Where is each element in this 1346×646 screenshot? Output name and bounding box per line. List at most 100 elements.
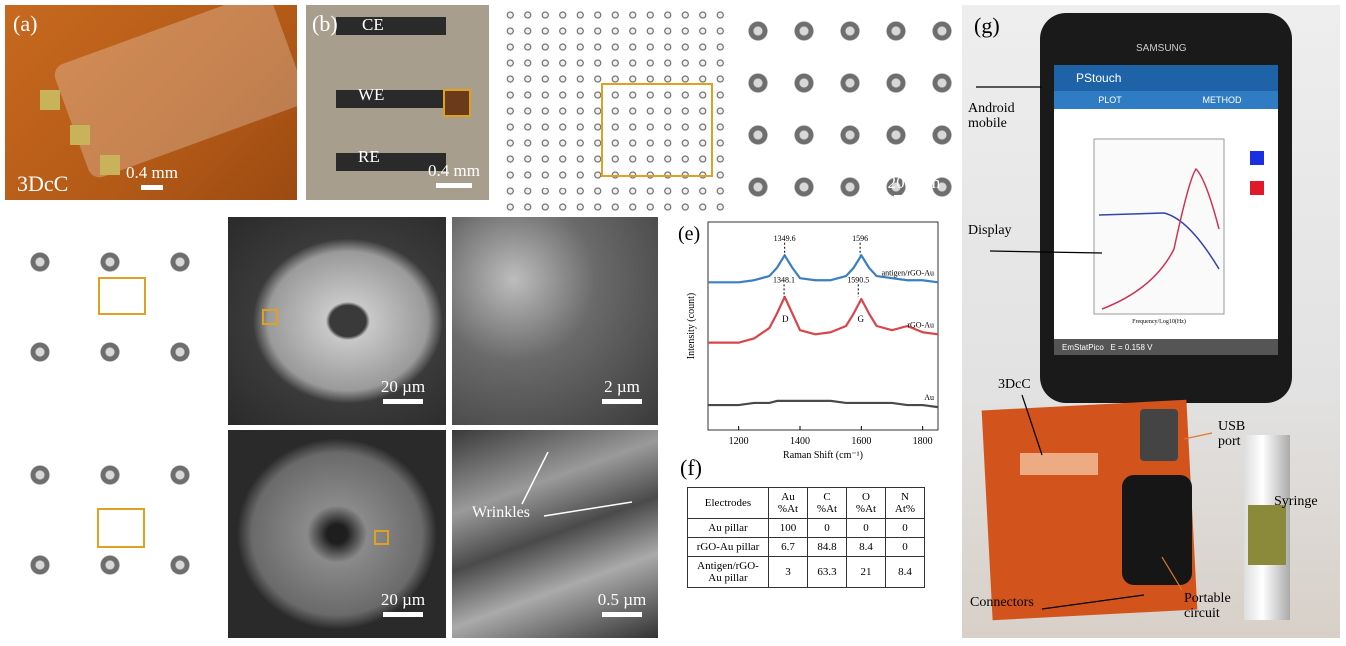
pad [70,125,90,145]
table-cell: 8.4 [846,537,886,557]
table-cell: Au pillar [687,518,769,538]
panel-label: (d) [11,438,37,463]
table-row: Au pillar 100 0 0 0 [687,518,925,538]
arrows [521,451,633,517]
x-tick-label: 1400 [790,436,810,447]
zoom-box [97,508,145,548]
trace [336,153,446,171]
sem-rgo-pillar: 20 µm [228,430,446,638]
pad [100,155,120,175]
screen-plot-frame [1093,138,1225,315]
arrow [989,250,1103,254]
panel-label: (a) [13,11,38,36]
tab[interactable]: PLOT [1098,95,1122,105]
table-cell: 100 [768,518,808,538]
sem-au-pillars: (c) 100 µm [5,217,222,425]
series-label: rGO-Au [907,320,934,329]
peak-label: 1590.5 [847,275,869,284]
screen-legend [1250,151,1264,165]
scale-label: 100 µm [151,377,205,396]
table-wrap: Electrodes Au %At C %At O %At N At% Au pillar… [687,487,937,588]
x-tick-label: 1800 [913,436,933,447]
band-label: G [857,314,864,324]
screen: PStouch PLOT METHOD Frequency/Log10(Hz) … [1054,65,1278,355]
scale-bar: 200 µm [879,173,949,200]
table-cell: N At% [885,487,925,519]
plot-frame [707,221,939,431]
sem-pillars: 200 µm [735,5,955,213]
composition-table: Electrodes Au %At C %At O %At N At% Au pillar… [687,487,925,588]
x-tick-label: 1600 [851,436,871,447]
raman-chart: (e) Raman Shift (cm⁻¹) Intensity (count)… [678,221,939,461]
screen-legend [1250,181,1264,195]
tab[interactable]: METHOD [1202,95,1242,105]
scale-bar: 0.5 mm [509,173,579,200]
peak-label: 1349.6 [774,234,796,243]
scale-bar: 100 µm [143,590,213,617]
table-cell: 63.3 [807,556,847,588]
screen-curve [1101,167,1220,310]
scale-label: 0.5 mm [518,173,570,192]
scale-label: 100 µm [151,590,205,609]
arrow [1021,394,1043,456]
callout: Connectors [970,595,1034,610]
scale-label: 20 µm [380,377,426,396]
scale-label: 200 µm [887,173,941,192]
pad [40,90,60,110]
arrow [1041,594,1145,610]
table-cell: 0 [885,537,925,557]
table-cell: 3 [768,556,808,588]
table-cell: 21 [846,556,886,588]
scale-bar: 0.5 µm [592,590,652,617]
table-row: Electrodes Au %At C %At O %At N At% [687,487,925,519]
device: EmStatPico [1062,343,1104,352]
app-name: PStouch [1076,71,1122,85]
x-tick-label: 1200 [729,436,749,447]
spectrum [708,254,939,284]
screen-x-label: Frequency/Log10(Hz) [1132,318,1186,325]
scale-label: 0.5 µm [597,590,647,609]
spectrum [708,295,939,344]
annotation: Wrinkles [472,504,531,521]
callout-arrows [976,86,1213,610]
table-cell: C %At [807,487,847,519]
liquid [1248,505,1286,565]
scale-bar: 0.4 mm [424,161,484,188]
callout: Display [968,223,1012,238]
peak-label: 1348.1 [773,275,795,284]
tab-bar: PLOT METHOD [1054,91,1278,109]
electrode-label: WE [358,85,385,104]
screen-curve [1098,212,1220,270]
table-cell: Antigen/rGO-Au pillar [687,556,769,588]
sem-au-grains: 2 µm [452,217,658,425]
scale-bar: 20 µm [368,377,438,404]
usb [1140,409,1178,461]
sem-wrinkles: Wrinkles 0.5 µm [452,430,658,638]
table-cell: 6.7 [768,537,808,557]
series-label: antigen/rGO-Au [882,268,934,277]
scale-label: 0.4 mm [126,163,178,182]
peak-label: 1596 [852,234,868,243]
series-label: Au [924,393,934,402]
x-axis-label: Raman Shift (cm⁻¹) [783,450,863,461]
y-axis-label: Intensity (count) [686,293,697,359]
zoom-box [601,83,713,177]
electrode-label: CE [362,15,384,34]
status: EmStatPico E = 0.158 V [1054,339,1278,355]
panel-label: (f) [680,455,702,480]
table-cell: 0 [846,518,886,538]
screen-plot: Frequency/Log10(Hz) [1093,138,1264,325]
caption: 3DcC [17,171,69,196]
photo-electrodes: (b) CE WE RE 0.4 mm [306,5,489,200]
callout: 3DcC [998,377,1031,392]
trace [336,90,466,108]
panel-label: (g) [974,13,1000,38]
table-cell: O %At [846,487,886,519]
table-row: rGO-Au pillar 6.7 84.8 8.4 0 [687,537,925,557]
table-cell: Au %At [768,487,808,519]
panel-label: (c) [11,225,36,250]
scale-label: 20 µm [380,590,426,609]
callout: USB port [1218,419,1246,449]
table-cell: rGO-Au pillar [687,537,769,557]
scale-bar: 20 µm [368,590,438,617]
